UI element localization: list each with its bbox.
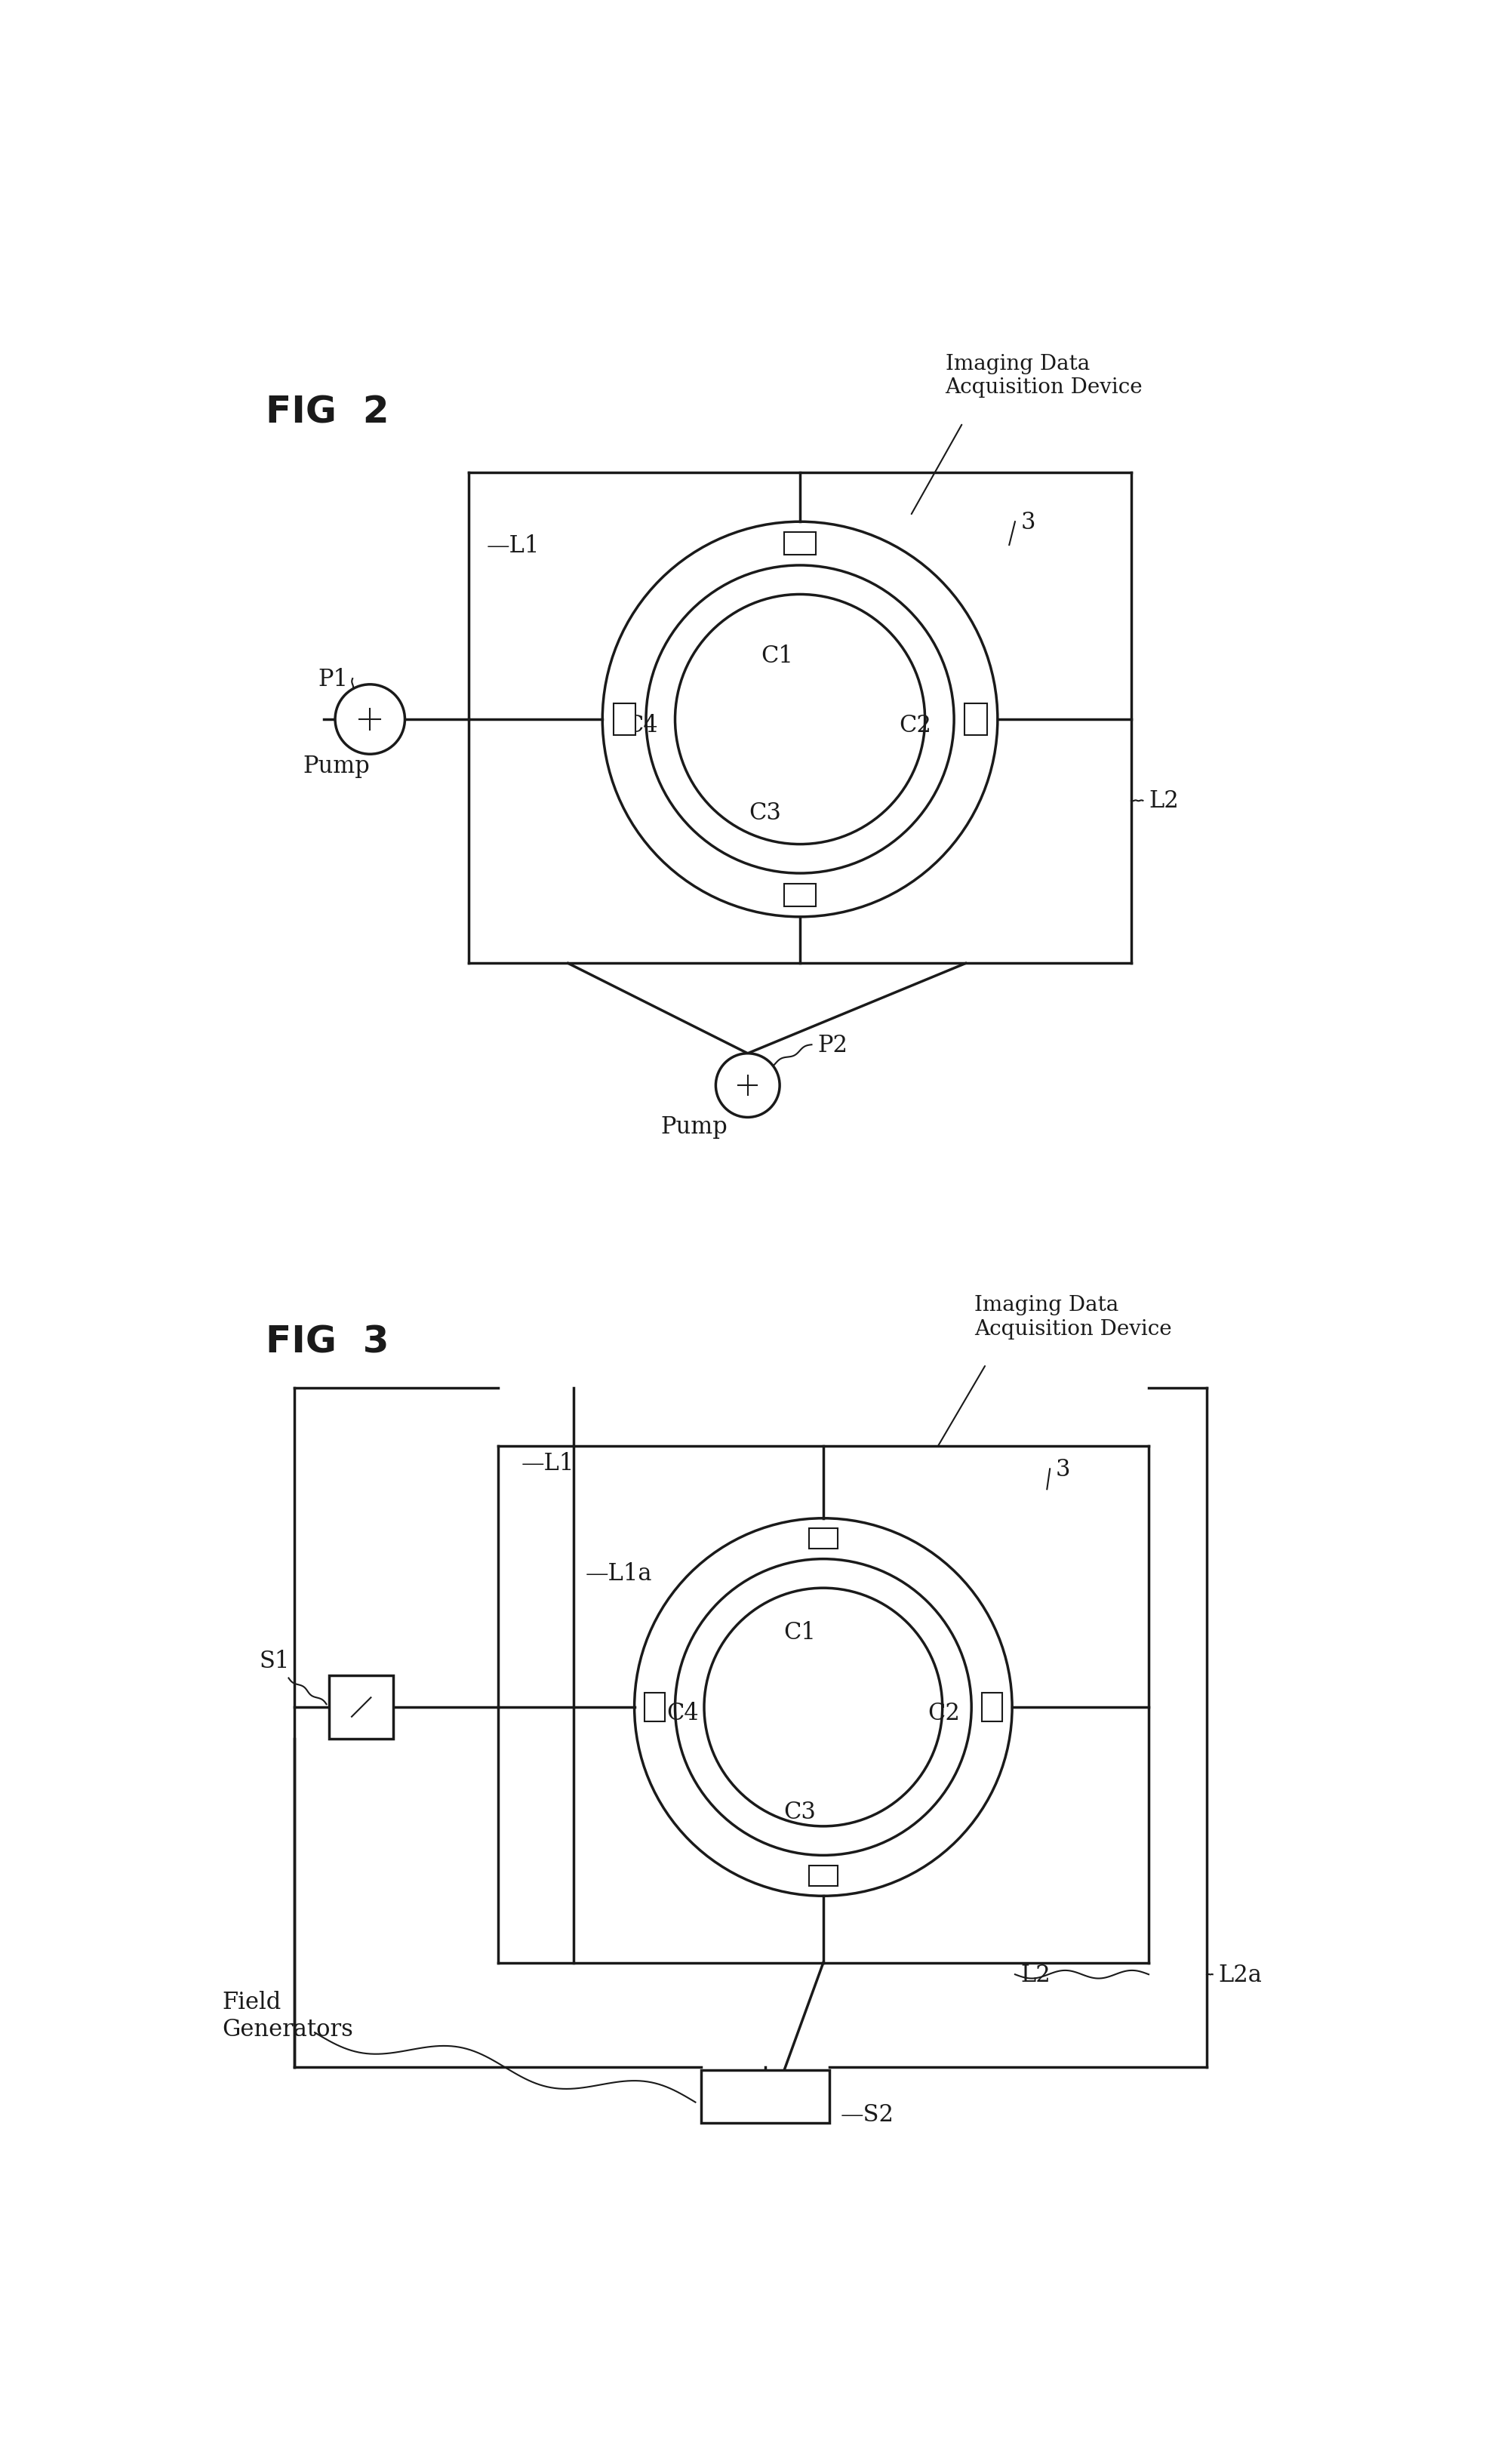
- Text: C1: C1: [761, 643, 794, 668]
- Text: FIG  3: FIG 3: [265, 1323, 389, 1360]
- Text: Field
Generators: Field Generators: [222, 1991, 353, 2040]
- Bar: [809, 1528, 838, 1550]
- Text: —L1a: —L1a: [585, 1562, 652, 1584]
- Text: Pump: Pump: [304, 754, 371, 779]
- Bar: [785, 532, 816, 554]
- Text: C2: C2: [899, 715, 931, 737]
- Bar: [965, 705, 987, 737]
- Text: C3: C3: [749, 801, 782, 825]
- Text: L2a: L2a: [1218, 1964, 1263, 1986]
- Bar: [981, 1693, 1002, 1722]
- Text: P2: P2: [817, 1032, 847, 1057]
- Bar: [809, 1865, 838, 1885]
- Bar: [785, 885, 816, 907]
- Bar: [701, 2070, 829, 2122]
- Text: C1: C1: [783, 1621, 816, 1643]
- Bar: [329, 1676, 393, 1740]
- Bar: [645, 1693, 666, 1722]
- Text: 3: 3: [1021, 510, 1035, 535]
- Text: 3: 3: [1056, 1456, 1071, 1481]
- Text: —S2: —S2: [841, 2102, 895, 2126]
- Text: —L1: —L1: [521, 1451, 575, 1476]
- Text: S1: S1: [259, 1648, 290, 1673]
- Circle shape: [335, 685, 405, 754]
- Text: P1: P1: [317, 668, 348, 690]
- Text: FIG  2: FIG 2: [265, 394, 389, 431]
- Text: —L1: —L1: [487, 535, 539, 557]
- Text: C4: C4: [625, 715, 658, 737]
- Text: C2: C2: [928, 1703, 960, 1725]
- Text: C4: C4: [667, 1703, 698, 1725]
- Text: C3: C3: [783, 1801, 816, 1823]
- Text: L2: L2: [1021, 1964, 1051, 1986]
- Circle shape: [716, 1055, 780, 1119]
- Text: Pump: Pump: [661, 1114, 728, 1138]
- Text: Imaging Data
Acquisition Device: Imaging Data Acquisition Device: [946, 355, 1142, 397]
- Bar: [613, 705, 636, 737]
- Text: L2: L2: [1148, 788, 1179, 813]
- Text: Imaging Data
Acquisition Device: Imaging Data Acquisition Device: [974, 1296, 1172, 1338]
